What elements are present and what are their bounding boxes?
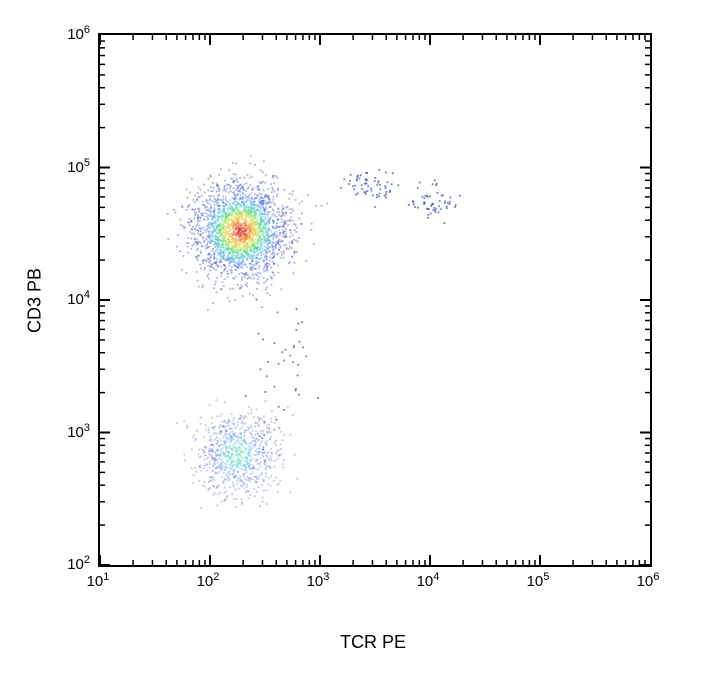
scatter-svg xyxy=(100,35,650,565)
tick-label: 102 xyxy=(67,554,90,573)
tick-label: 106 xyxy=(637,571,660,590)
tick-label: 105 xyxy=(527,571,550,590)
tick-label: 103 xyxy=(67,422,90,441)
tick-label: 103 xyxy=(307,571,330,590)
x-axis-label: TCR PE xyxy=(98,632,648,653)
tick-label: 101 xyxy=(87,571,110,590)
tick-label: 104 xyxy=(417,571,440,590)
tick-label: 106 xyxy=(67,24,90,43)
flow-cytometry-chart: CD3 PB TCR PE 10110210310410510610210310… xyxy=(0,0,701,675)
y-axis-label: CD3 PB xyxy=(25,261,46,341)
tick-label: 104 xyxy=(67,289,90,308)
plot-area xyxy=(98,33,652,567)
tick-label: 105 xyxy=(67,157,90,176)
tick-label: 102 xyxy=(197,571,220,590)
